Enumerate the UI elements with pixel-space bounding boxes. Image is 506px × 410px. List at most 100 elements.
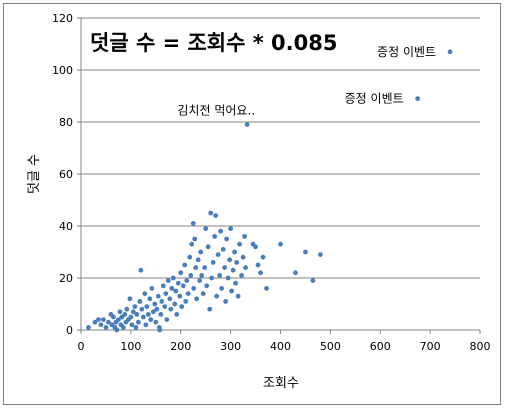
data-point <box>202 265 208 270</box>
data-point <box>173 288 179 294</box>
equation-label: 덧글 수 = 조회수 * 0.085 <box>90 31 337 55</box>
data-point <box>192 236 198 242</box>
data-point <box>278 241 283 247</box>
data-point <box>225 275 231 281</box>
data-point <box>169 286 175 291</box>
data-point <box>179 304 185 309</box>
x-tick-label: 400 <box>270 340 291 353</box>
data-point <box>175 280 181 286</box>
data-point <box>188 273 194 278</box>
data-point <box>220 247 226 252</box>
data-point <box>190 221 196 226</box>
data-point <box>235 293 241 299</box>
x-tick-label: 0 <box>78 340 85 353</box>
data-point <box>223 299 229 304</box>
data-point <box>228 226 234 232</box>
data-point <box>184 278 190 283</box>
data-point <box>191 286 197 291</box>
data-point <box>212 234 218 239</box>
data-point <box>178 270 184 276</box>
data-point <box>195 257 201 263</box>
data-point <box>170 275 176 281</box>
data-point <box>203 226 209 232</box>
data-point <box>264 286 269 291</box>
data-point <box>447 49 453 55</box>
axis-layer: 0 20 40 60 80 100 120 0 100 200 300 400 500 600 700 800 <box>52 12 491 353</box>
data-point <box>187 254 193 260</box>
x-tick-label: 800 <box>470 340 491 353</box>
x-tick-label: 600 <box>370 340 391 353</box>
data-point <box>310 278 316 283</box>
data-point <box>139 306 145 312</box>
data-point <box>124 306 130 312</box>
data-point <box>214 293 220 299</box>
data-point <box>162 304 168 309</box>
data-point <box>117 309 123 315</box>
data-point <box>138 267 144 273</box>
data-point <box>127 296 133 302</box>
annotation-label: 증정 이벤트 <box>377 45 436 59</box>
chart-frame: 0 20 40 60 80 100 120 0 100 200 300 400 500 600 700 800… <box>3 3 501 405</box>
data-point <box>168 306 174 312</box>
data-point <box>140 314 146 320</box>
scatter-chart: 0 20 40 60 80 100 120 0 100 200 300 400 500 600 700 800… <box>27 12 491 391</box>
data-point <box>210 260 216 265</box>
data-point <box>189 241 195 247</box>
data-point <box>303 249 308 255</box>
data-point <box>159 299 165 304</box>
x-tick-label: 200 <box>170 340 191 353</box>
data-point <box>152 301 158 307</box>
data-point <box>98 322 104 328</box>
data-point <box>129 322 135 328</box>
x-tick-label: 500 <box>320 340 341 353</box>
data-point <box>163 291 169 296</box>
data-point <box>229 288 235 294</box>
data-point <box>157 327 163 333</box>
data-point <box>150 309 156 315</box>
data-point <box>111 314 116 320</box>
x-tick-label: 300 <box>220 340 241 353</box>
data-point <box>218 228 224 234</box>
data-point <box>103 325 109 330</box>
data-point <box>234 260 240 265</box>
y-tick-label: 80 <box>59 116 73 129</box>
data-point <box>132 304 138 309</box>
data-point <box>155 293 161 299</box>
data-point <box>193 265 199 270</box>
data-point <box>253 244 258 250</box>
data-point <box>318 252 323 257</box>
data-point <box>200 291 206 296</box>
y-tick-label: 0 <box>66 324 73 337</box>
data-point <box>134 312 140 317</box>
data-point <box>137 299 143 304</box>
data-point <box>92 319 98 325</box>
data-point <box>147 296 153 302</box>
data-point <box>167 296 173 302</box>
point-layer <box>86 49 453 333</box>
data-point <box>154 306 160 312</box>
data-point <box>135 319 141 325</box>
data-point <box>215 252 221 257</box>
data-point <box>172 301 178 307</box>
data-point <box>183 299 189 304</box>
data-point <box>143 322 149 328</box>
data-point <box>222 265 228 270</box>
data-point <box>258 270 263 276</box>
data-point <box>232 249 238 255</box>
data-point <box>255 262 261 268</box>
data-point <box>96 317 101 322</box>
data-point <box>122 312 128 317</box>
data-point <box>182 262 188 268</box>
y-tick-label: 120 <box>52 12 73 25</box>
data-point <box>160 283 166 289</box>
data-point <box>165 278 171 283</box>
data-point <box>114 327 120 333</box>
y-tick-label: 100 <box>52 64 73 77</box>
data-point <box>86 325 91 330</box>
data-point <box>415 96 421 101</box>
data-point <box>164 317 170 322</box>
data-point <box>204 283 210 289</box>
data-point <box>144 304 150 309</box>
y-tick-label: 60 <box>59 168 73 181</box>
data-point <box>185 291 191 296</box>
